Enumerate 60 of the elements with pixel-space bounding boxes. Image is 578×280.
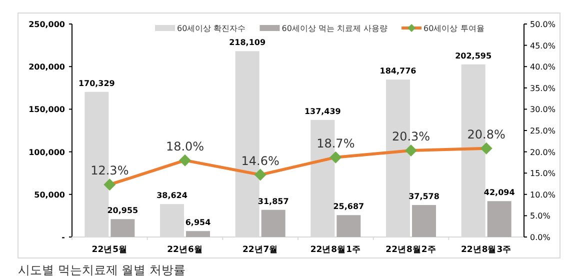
point [254, 168, 266, 181]
bar [186, 231, 210, 237]
data-label: 20,955 [107, 206, 139, 216]
data-label: 42,094 [484, 188, 516, 198]
data-label: 31,857 [258, 196, 289, 206]
data-label: 202,595 [455, 51, 492, 60]
bar [412, 204, 436, 237]
y-tick-label: - [62, 233, 65, 242]
text: 시도별 먹는치료제 월별 처방률 [18, 263, 186, 277]
point [179, 154, 191, 166]
y2-tick-label: 40.0% [530, 62, 556, 72]
y-tick-label: 150,000 [28, 105, 66, 114]
y2-tick-label: 10.0% [530, 190, 556, 200]
point [480, 142, 492, 154]
data-label: 18.0% [166, 139, 204, 154]
legend-label: 60세이상 투여율 [424, 24, 484, 33]
data-label: 12.3% [90, 164, 129, 178]
point [104, 178, 116, 191]
data-label: 38,624 [156, 191, 188, 200]
data-label: 14.6% [241, 154, 280, 168]
y2-tick-label: 35.0% [530, 84, 556, 93]
x-tick-label: 22년8월1주 [310, 245, 362, 255]
x-tick-label: 22년8월3주 [460, 245, 512, 255]
legend-label: 60세이상 먹는 치료제 사용량 [282, 24, 388, 33]
bar [261, 210, 286, 237]
data-label: 25,687 [333, 202, 364, 212]
point [405, 144, 417, 157]
data-label: 37,578 [408, 192, 440, 201]
legend: 60세이상 투여율 [402, 24, 484, 33]
data-label: 218,109 [229, 38, 266, 48]
y-tick-label: 100,000 [28, 148, 66, 157]
y2-tick-label: 0.0% [530, 233, 551, 242]
y2-tick-label: 15.0% [530, 169, 556, 178]
y2-tick-label: 5.0% [530, 212, 551, 221]
y2-tick-label: 30.0% [530, 105, 556, 114]
data-label: 184,776 [380, 66, 417, 76]
x-tick-label: 22년6월 [167, 245, 203, 255]
y2-tick-label: 25.0% [530, 126, 556, 136]
x-tick-label: 22년7월 [242, 245, 278, 255]
data-label: 20.8% [467, 127, 506, 142]
data-label: 18.7% [316, 136, 355, 150]
legend: 60세이상 먹는 치료제 사용량 [260, 24, 388, 33]
bar [336, 215, 361, 237]
bar [110, 219, 135, 237]
legend-label: 60세이상 확진자수 [177, 24, 246, 33]
x-tick-label: 22년5월 [92, 245, 128, 255]
y-tick-label: 250,000 [28, 20, 66, 29]
x-tick-label: 22년8월2주 [386, 245, 436, 255]
data-label: 6,954 [185, 218, 212, 228]
data-label: 137,439 [304, 106, 342, 116]
legend: 60세이상 확진자수 [155, 24, 246, 33]
y-tick-label: 50,000 [34, 190, 66, 200]
data-label: 20.3% [392, 130, 430, 144]
bar [487, 201, 512, 237]
y2-tick-label: 20.0% [530, 148, 556, 157]
data-label: 170,329 [78, 78, 116, 88]
y2-tick-label: 45.0% [530, 41, 556, 50]
point [330, 151, 342, 164]
y-tick-label: 200,000 [28, 62, 66, 72]
y2-tick-label: 50.0% [530, 20, 556, 29]
